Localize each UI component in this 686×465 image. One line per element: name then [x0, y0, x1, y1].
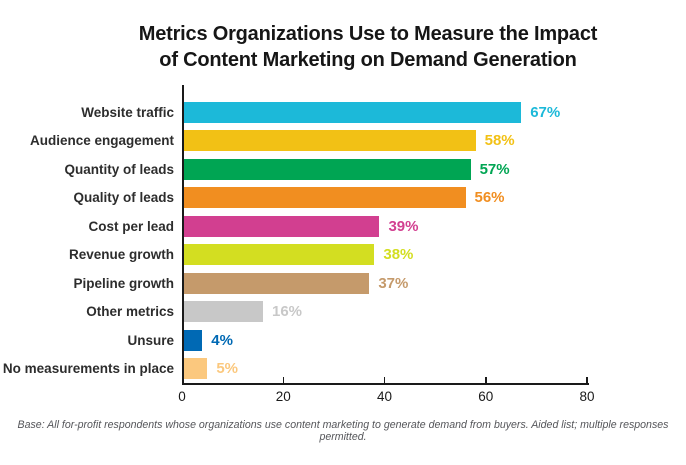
- footnote: Base: All for-profit respondents whose o…: [17, 419, 669, 443]
- bar: [182, 101, 522, 123]
- category-label: Quantity of leads: [64, 161, 174, 177]
- bar: [182, 187, 466, 209]
- bar: [182, 301, 263, 323]
- value-label: 16%: [272, 303, 303, 321]
- value-label: 38%: [383, 246, 414, 264]
- x-tick: [485, 377, 487, 383]
- bar: [182, 272, 370, 294]
- bar: [182, 358, 208, 380]
- value-label: 37%: [378, 274, 409, 292]
- chart-title-line1: Metrics Organizations Use to Measure the…: [138, 23, 598, 45]
- bar-row: Cost per lead 39%: [0, 212, 686, 241]
- bar-row: Unsure 4%: [0, 326, 686, 355]
- bar-row: Audience engagement 58%: [0, 127, 686, 156]
- value-label: 39%: [388, 217, 419, 235]
- value-label: 56%: [474, 189, 505, 207]
- category-label: Quality of leads: [73, 190, 174, 206]
- bar: [182, 215, 380, 237]
- value-label: 57%: [479, 160, 510, 178]
- y-axis-line: [182, 85, 184, 383]
- bar: [182, 130, 476, 152]
- category-label: Cost per lead: [88, 218, 174, 234]
- category-label: No measurements in place: [2, 361, 174, 377]
- bar-row: Other metrics 16%: [0, 298, 686, 327]
- x-tick-label: 40: [376, 389, 393, 404]
- value-label: 58%: [484, 132, 515, 150]
- chart-title-line2: of Content Marketing on Demand Generatio…: [159, 49, 577, 71]
- category-label: Audience engagement: [29, 133, 174, 149]
- bar-row: Quality of leads 56%: [0, 184, 686, 213]
- value-label: 4%: [211, 331, 233, 349]
- bar: [182, 329, 203, 351]
- bar-row: No measurements in place 5%: [0, 355, 686, 384]
- bar-row: Website traffic 67%: [0, 98, 686, 127]
- x-axis-line: [182, 383, 589, 385]
- category-label: Revenue growth: [68, 247, 174, 263]
- x-tick-label: 20: [275, 389, 291, 404]
- category-label: Pipeline growth: [73, 275, 174, 291]
- bar-row: Pipeline growth 37%: [0, 269, 686, 298]
- bar-row: Revenue growth 38%: [0, 241, 686, 270]
- x-tick: [282, 377, 284, 383]
- value-label: 5%: [216, 360, 238, 378]
- x-tick: [383, 377, 386, 383]
- chart-title: Metrics Organizations Use to Measure the…: [51, 21, 685, 73]
- bar: [182, 158, 471, 180]
- category-label: Unsure: [127, 332, 174, 348]
- category-label: Website traffic: [81, 104, 174, 120]
- x-tick-label: 80: [579, 389, 595, 404]
- x-tick-label: 60: [478, 389, 494, 404]
- x-tick-label: 0: [178, 389, 186, 404]
- x-tick: [586, 377, 588, 383]
- bar: [182, 244, 375, 266]
- value-label: 67%: [530, 103, 561, 121]
- bar-row: Quantity of leads 57%: [0, 155, 686, 184]
- category-label: Other metrics: [86, 304, 174, 320]
